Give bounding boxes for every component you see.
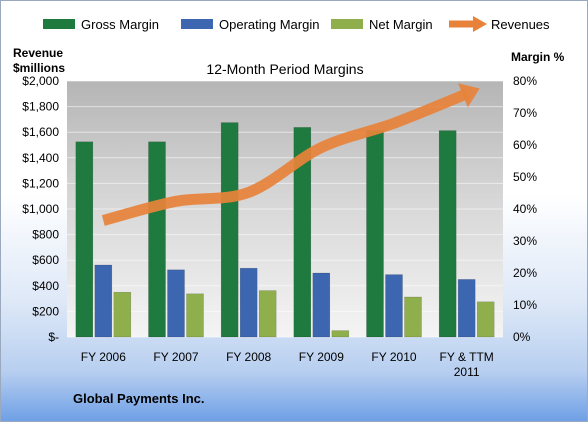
legend-swatch-net-margin — [331, 19, 363, 29]
left-tick-label: $1,000 — [22, 202, 59, 216]
left-tick-label: $1,600 — [22, 125, 59, 139]
left-tick-label: $1,200 — [22, 176, 59, 190]
left-tick-label: $800 — [32, 228, 59, 242]
left-tick-label: $2,000 — [22, 74, 59, 88]
left-tick-label: $600 — [32, 253, 59, 267]
legend: Gross Margin Operating Margin Net Margin… — [43, 16, 550, 32]
revenues-arrowhead — [458, 83, 480, 108]
x-tick-label: FY 2006 — [81, 350, 126, 364]
right-tick-label: 70% — [513, 106, 537, 120]
x-axis-ticks: FY 2006 FY 2007 FY 2008 FY 2009 FY 2010 FY & … — [81, 350, 494, 379]
footer-company: Global Payments Inc. — [73, 391, 205, 406]
bar-net-margin — [331, 330, 350, 338]
right-axis-ticks: 0% 10% 20% 30% 40% 50% 60% 70% 80% — [513, 74, 537, 344]
bar-operating-margin — [312, 272, 331, 338]
bar-net-margin — [113, 291, 132, 338]
bar-operating-margin — [94, 264, 113, 338]
bar-net-margin — [186, 293, 204, 338]
revenue-line — [101, 83, 480, 226]
left-tick-label: $200 — [32, 304, 59, 318]
legend-swatch-operating-margin — [181, 19, 213, 29]
left-tick-label: $400 — [32, 279, 59, 293]
left-tick-label: $1,400 — [22, 151, 59, 165]
bar-net-margin — [404, 296, 422, 338]
legend-label-operating-margin: Operating Margin — [219, 17, 319, 32]
left-axis-ticks: $- $200 $400 $600 $800 $1,000 $1,200 $1,400 $1,6… — [22, 74, 59, 344]
left-axis-title-line1: Revenue — [13, 46, 63, 60]
bar-operating-margin — [385, 274, 403, 338]
bar-gross-margin — [293, 127, 312, 338]
right-tick-label: 80% — [513, 74, 537, 88]
bar-gross-margin — [220, 122, 239, 338]
x-tick-label: 2011 — [454, 365, 480, 379]
right-tick-label: 50% — [513, 170, 537, 184]
legend-swatch-gross-margin — [43, 19, 75, 29]
bar-net-margin — [258, 290, 277, 338]
right-tick-label: 0% — [513, 330, 531, 344]
right-tick-label: 40% — [513, 202, 537, 216]
bar-gross-margin — [366, 130, 384, 338]
bar-gross-margin — [148, 141, 166, 338]
left-tick-label: $1,800 — [22, 100, 59, 114]
right-tick-label: 10% — [513, 298, 537, 312]
legend-label-revenues: Revenues — [491, 17, 550, 32]
bars — [75, 122, 495, 338]
x-tick-label: FY 2009 — [299, 350, 344, 364]
x-tick-label: FY 2010 — [371, 350, 416, 364]
x-tick-label: FY 2008 — [226, 350, 271, 364]
left-axis-title-line2: $millions — [13, 61, 65, 75]
bar-operating-margin — [457, 279, 476, 338]
left-tick-label: $- — [48, 330, 59, 344]
bar-net-margin — [476, 301, 495, 338]
chart-title: 12-Month Period Margins — [206, 61, 363, 77]
legend-label-gross-margin: Gross Margin — [81, 17, 159, 32]
bar-operating-margin — [167, 269, 185, 338]
right-tick-label: 20% — [513, 266, 537, 280]
right-tick-label: 60% — [513, 138, 537, 152]
legend-label-net-margin: Net Margin — [369, 17, 433, 32]
right-tick-label: 30% — [513, 234, 537, 248]
legend-arrowhead-revenues — [473, 16, 487, 32]
bar-gross-margin — [75, 141, 94, 338]
bar-gross-margin — [438, 130, 457, 338]
bar-operating-margin — [239, 267, 258, 338]
x-tick-label: FY & TTM — [440, 350, 494, 364]
right-axis-title: Margin % — [511, 50, 565, 64]
revenues-line — [101, 88, 469, 226]
x-tick-label: FY 2007 — [153, 350, 198, 364]
